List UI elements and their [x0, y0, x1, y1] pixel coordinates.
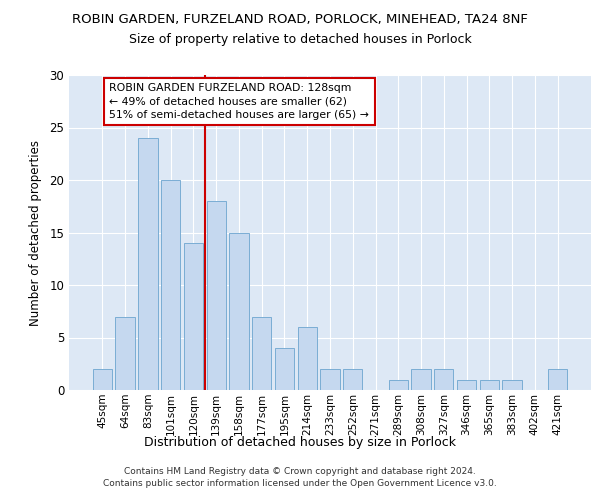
- Bar: [115, 316, 135, 390]
- Bar: [320, 369, 340, 390]
- Bar: [252, 316, 271, 390]
- Text: Contains HM Land Registry data © Crown copyright and database right 2024.
Contai: Contains HM Land Registry data © Crown c…: [103, 466, 497, 487]
- Bar: [457, 380, 476, 390]
- Text: Size of property relative to detached houses in Porlock: Size of property relative to detached ho…: [128, 32, 472, 46]
- Bar: [93, 369, 112, 390]
- Bar: [161, 180, 181, 390]
- Bar: [184, 243, 203, 390]
- Bar: [502, 380, 522, 390]
- Bar: [298, 327, 317, 390]
- Bar: [548, 369, 567, 390]
- Bar: [434, 369, 454, 390]
- Text: ROBIN GARDEN, FURZELAND ROAD, PORLOCK, MINEHEAD, TA24 8NF: ROBIN GARDEN, FURZELAND ROAD, PORLOCK, M…: [72, 12, 528, 26]
- Text: ROBIN GARDEN FURZELAND ROAD: 128sqm
← 49% of detached houses are smaller (62)
51: ROBIN GARDEN FURZELAND ROAD: 128sqm ← 49…: [109, 84, 369, 120]
- Bar: [138, 138, 158, 390]
- Bar: [343, 369, 362, 390]
- Text: Distribution of detached houses by size in Porlock: Distribution of detached houses by size …: [144, 436, 456, 449]
- Bar: [389, 380, 408, 390]
- Bar: [229, 232, 248, 390]
- Bar: [206, 201, 226, 390]
- Bar: [275, 348, 294, 390]
- Bar: [479, 380, 499, 390]
- Y-axis label: Number of detached properties: Number of detached properties: [29, 140, 43, 326]
- Bar: [412, 369, 431, 390]
